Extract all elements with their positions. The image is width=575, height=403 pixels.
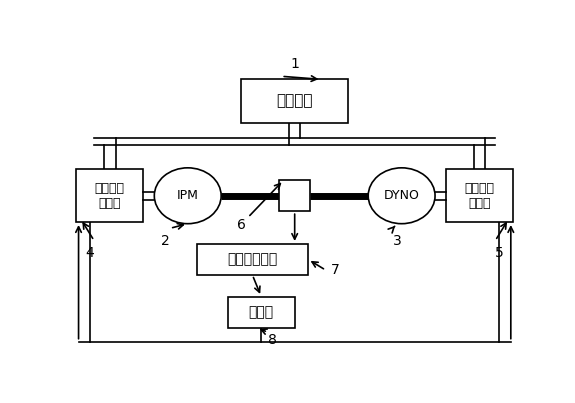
Bar: [279, 180, 310, 211]
Text: 4: 4: [85, 246, 94, 260]
Text: IPM: IPM: [177, 189, 199, 202]
Text: 信息发送单元: 信息发送单元: [227, 252, 278, 266]
Text: 5: 5: [495, 246, 504, 260]
Text: 工控机: 工控机: [249, 305, 274, 319]
Text: 6: 6: [237, 218, 246, 232]
Text: 2: 2: [161, 234, 170, 248]
Text: DYNO: DYNO: [384, 189, 420, 202]
Text: 8: 8: [268, 333, 277, 347]
Text: 直流电源: 直流电源: [277, 93, 313, 109]
Text: 第二电机
控制器: 第二电机 控制器: [465, 182, 494, 210]
Ellipse shape: [368, 168, 435, 224]
Bar: [76, 169, 143, 222]
Text: 7: 7: [331, 263, 339, 277]
Bar: [446, 169, 513, 222]
Text: 3: 3: [393, 234, 401, 248]
Text: 第一电机
控制器: 第一电机 控制器: [95, 182, 125, 210]
Bar: [242, 79, 348, 123]
Ellipse shape: [154, 168, 221, 224]
Text: 1: 1: [290, 57, 299, 71]
Bar: [197, 244, 308, 275]
Bar: [228, 297, 295, 328]
